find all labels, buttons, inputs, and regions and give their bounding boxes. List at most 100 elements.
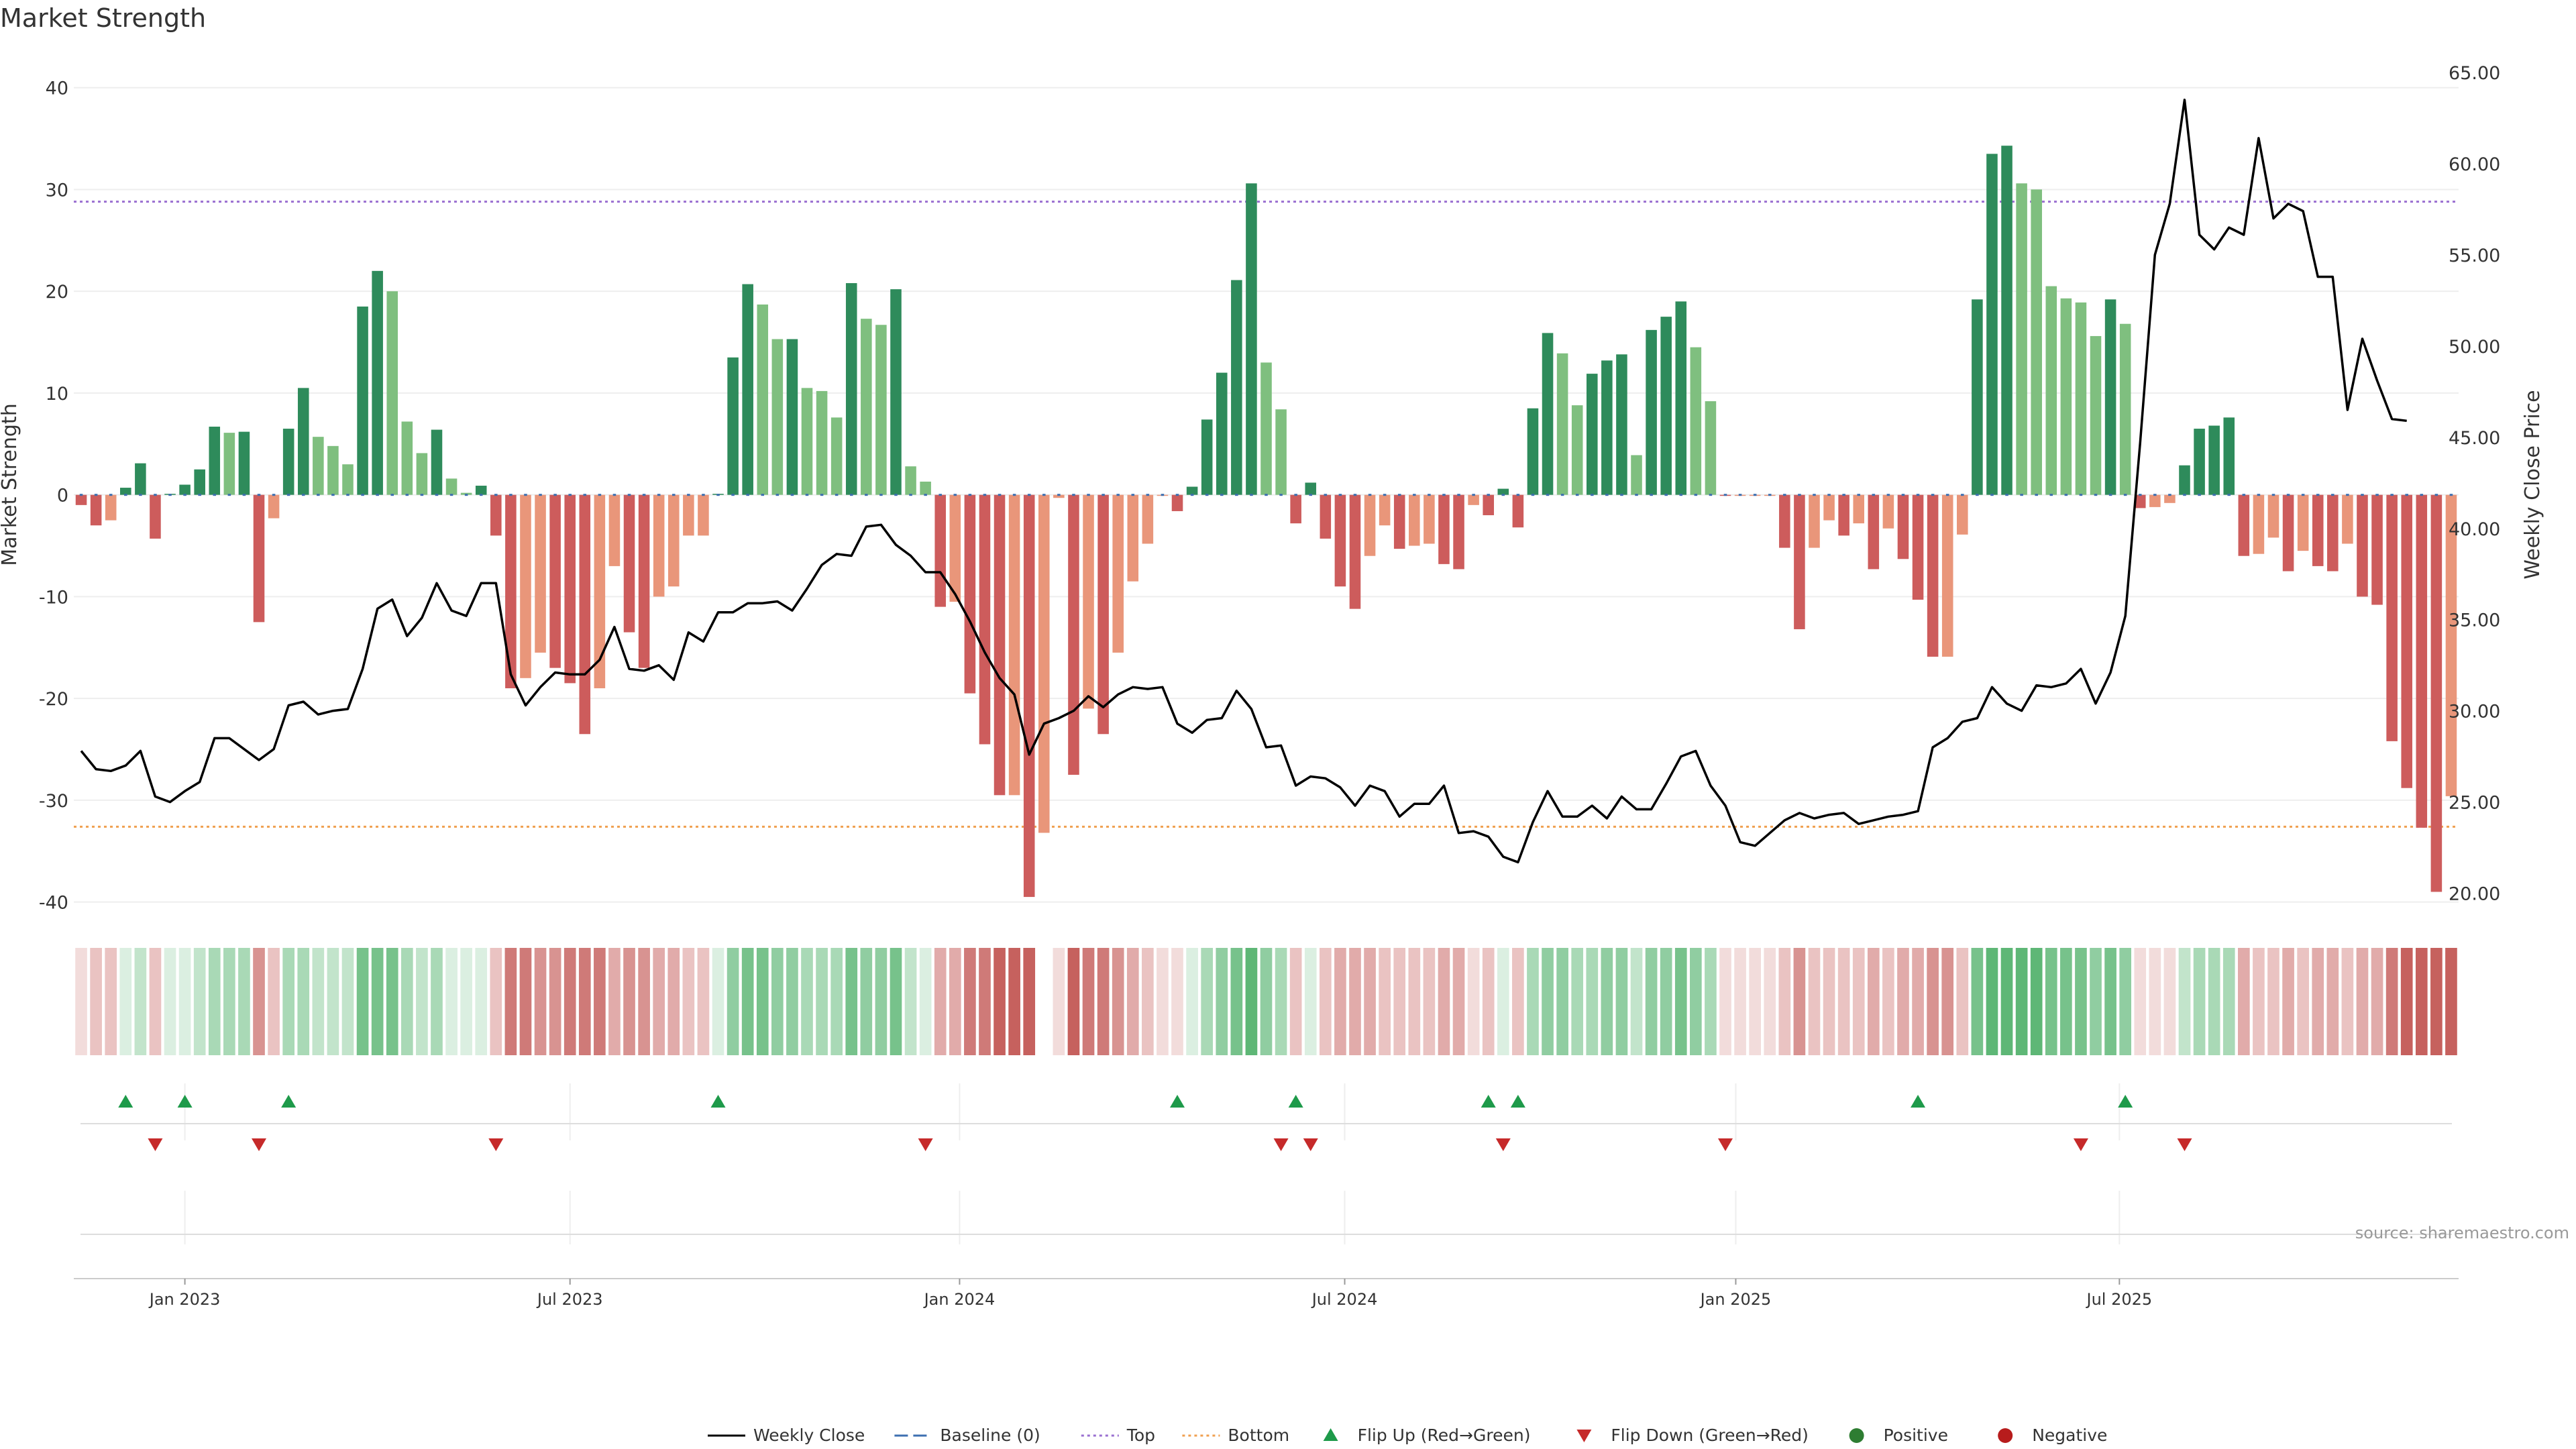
y-left-tick-label: -10 [39, 587, 68, 608]
heat-cell [1556, 948, 1568, 1055]
heat-cell [564, 948, 576, 1055]
heat-cell [431, 948, 443, 1055]
flip-down-marker [1495, 1138, 1511, 1151]
heat-cell [312, 948, 325, 1055]
y-right-tick-label: 25.00 [2449, 793, 2500, 814]
heat-cell [1660, 948, 1672, 1055]
flip-up-marker [118, 1095, 133, 1108]
heat-cell [1734, 948, 1746, 1055]
heat-cell [1941, 948, 1954, 1055]
strength-bar [179, 484, 191, 495]
heat-cell [2356, 948, 2369, 1055]
strength-bar [1364, 494, 1376, 556]
strength-bar [1186, 486, 1198, 495]
heat-cell [1275, 948, 1287, 1055]
strength-bar [801, 388, 813, 495]
flip-down-marker [918, 1138, 933, 1151]
heat-cell [890, 948, 902, 1055]
strength-bar [209, 427, 221, 495]
legend: Weekly Close Baseline (0) Top Bottom Flip Up… [708, 1426, 2107, 1445]
heat-cell [1186, 948, 1198, 1055]
heat-cell [1245, 948, 1258, 1055]
strength-bar [1453, 494, 1464, 570]
heat-cell [2430, 948, 2443, 1055]
strength-bar [994, 494, 1006, 796]
flip-up-marker [1481, 1095, 1496, 1108]
strength-bar [786, 339, 798, 495]
heat-cell [1289, 948, 1302, 1055]
legend-label: Negative [2032, 1426, 2107, 1445]
strength-bar [2312, 494, 2324, 566]
strength-bar [2001, 146, 2012, 495]
strength-bar [386, 291, 398, 495]
strength-bar [594, 494, 606, 688]
heat-cell [119, 948, 132, 1055]
heat-cell [2163, 948, 2176, 1055]
y-right-tick-label: 40.00 [2449, 519, 2500, 540]
strength-bar [105, 494, 117, 521]
strength-bar [1083, 494, 1094, 709]
heat-cell [2371, 948, 2383, 1055]
strength-bar [1438, 494, 1450, 564]
heat-cell [860, 948, 873, 1055]
heat-cell [2090, 948, 2102, 1055]
heat-cell [75, 948, 87, 1055]
flip-down-marker [1718, 1138, 1733, 1151]
y-left-tick-label: -30 [39, 791, 68, 812]
heat-cell [1319, 948, 1332, 1055]
y-left-tick-label: -20 [39, 689, 68, 710]
strength-bar [1527, 408, 1539, 495]
heat-cell [1201, 948, 1214, 1055]
heat-cell [623, 948, 635, 1055]
heat-cell [105, 948, 117, 1055]
strength-bar [964, 494, 976, 694]
flip-up-marker [1170, 1095, 1185, 1108]
heat-cell [1674, 948, 1687, 1055]
strength-bar [667, 494, 680, 587]
strength-bar [2416, 494, 2428, 828]
heat-cell [534, 948, 547, 1055]
strength-bar [861, 319, 872, 495]
heat-cell [341, 948, 354, 1055]
heat-cell [2445, 948, 2457, 1055]
time-axis: Jan 2023 Jul 2023 Jan 2024 Jul 2024 Jan 2025… [74, 1234, 2459, 1309]
strength-bar [2371, 494, 2383, 605]
heat-cell [2149, 948, 2161, 1055]
heat-cell [682, 948, 695, 1055]
strength-bar [1972, 299, 1983, 495]
strength-bar [638, 494, 650, 668]
heat-cell [2400, 948, 2413, 1055]
strength-bar [2104, 299, 2116, 495]
heat-cell [549, 948, 561, 1055]
strength-bar [727, 357, 739, 495]
heat-cell [1912, 948, 1924, 1055]
flip-up-marker [710, 1095, 726, 1108]
heat-cell [416, 948, 428, 1055]
heat-cell [1882, 948, 1894, 1055]
heat-cell [638, 948, 650, 1055]
strength-bar [549, 494, 561, 668]
strength-bar [475, 486, 487, 495]
legend-swatch [1998, 1428, 2013, 1443]
heat-cell [741, 948, 754, 1055]
strength-bar [1882, 494, 1894, 529]
strength-bar [135, 463, 146, 495]
strength-bar [1838, 494, 1849, 536]
strength-bar [2134, 494, 2146, 508]
heat-cell [1956, 948, 1969, 1055]
y-right-tick-label: 65.00 [2449, 63, 2500, 84]
strength-bar [1941, 494, 1953, 657]
heat-cell [2000, 948, 2013, 1055]
heat-cell [1630, 948, 1643, 1055]
strength-bar [460, 492, 472, 495]
heat-cell [1645, 948, 1658, 1055]
legend-swatch [1323, 1428, 1338, 1441]
y-right-tick-label: 50.00 [2449, 337, 2500, 358]
strength-bar [2445, 494, 2457, 796]
heat-cell [1157, 948, 1169, 1055]
strength-bar [2208, 425, 2220, 495]
heat-cell [1423, 948, 1436, 1055]
strength-bar [1927, 494, 1939, 657]
strength-bar [120, 488, 131, 495]
